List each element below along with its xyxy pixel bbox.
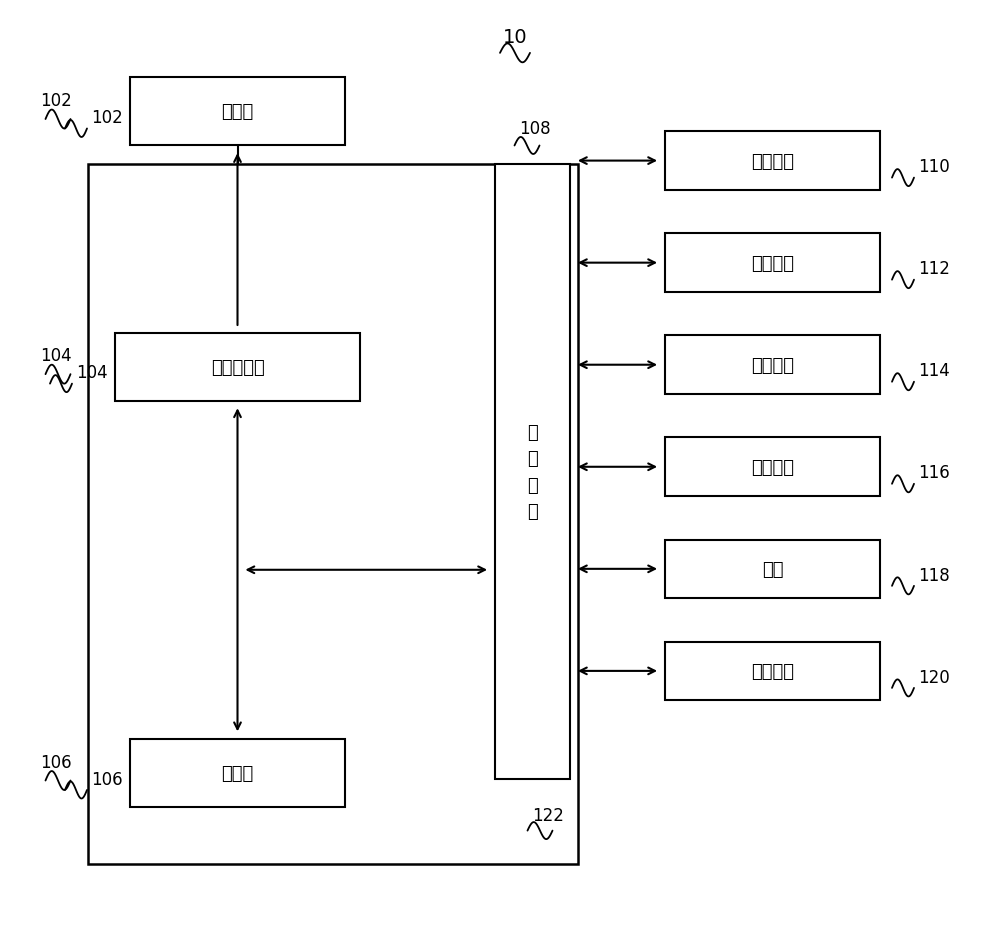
Text: 存储控制器: 存储控制器: [211, 358, 264, 377]
Text: 屏幕: 屏幕: [762, 560, 783, 579]
Text: 104: 104: [76, 363, 108, 382]
Text: 音频模块: 音频模块: [751, 458, 794, 477]
Text: 外
设
接
口: 外 设 接 口: [527, 424, 538, 520]
Text: 108: 108: [519, 120, 551, 139]
Bar: [88, 165, 578, 864]
Text: 114: 114: [918, 362, 950, 380]
Text: 102: 102: [40, 92, 72, 110]
Text: 120: 120: [918, 667, 950, 686]
Text: 摄像模块: 摄像模块: [751, 356, 794, 375]
Text: 122: 122: [532, 805, 564, 824]
Bar: [665, 132, 880, 191]
Bar: [665, 234, 880, 293]
Text: 按键模块: 按键模块: [751, 662, 794, 681]
Text: 112: 112: [918, 260, 950, 278]
Bar: [665, 438, 880, 497]
Text: 存储器: 存储器: [221, 103, 254, 122]
Text: 10: 10: [503, 28, 527, 47]
Text: 102: 102: [91, 109, 123, 127]
Bar: [115, 333, 360, 401]
Bar: [130, 78, 345, 146]
Text: 106: 106: [91, 769, 123, 788]
Text: 104: 104: [40, 346, 72, 365]
Text: 106: 106: [40, 752, 72, 771]
Bar: [665, 336, 880, 395]
Text: 118: 118: [918, 565, 950, 584]
Bar: [665, 540, 880, 598]
Bar: [495, 165, 570, 779]
Bar: [665, 642, 880, 700]
Bar: [130, 739, 345, 807]
Text: 116: 116: [918, 464, 950, 482]
Text: 定位模块: 定位模块: [751, 254, 794, 273]
Text: 处理器: 处理器: [221, 764, 254, 783]
Text: 110: 110: [918, 158, 950, 177]
Text: 射频模块: 射频模块: [751, 152, 794, 171]
